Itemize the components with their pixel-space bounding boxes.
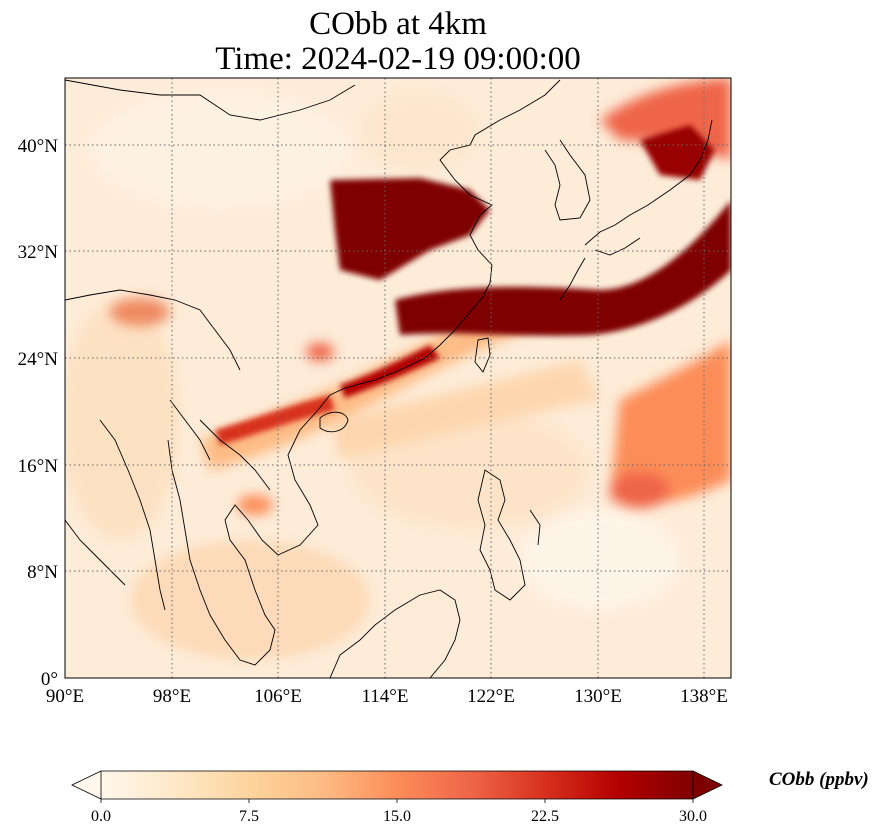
lat-tick-label: 40°N — [18, 136, 59, 157]
map-frame — [64, 77, 732, 679]
colorbar-label: CObb (ppbv) — [769, 769, 869, 790]
lat-tick-label: 24°N — [18, 349, 59, 370]
lon-tick-label: 90°E — [46, 686, 84, 707]
concentration-field — [65, 78, 731, 678]
colorbar-tick-label: 15.0 — [383, 808, 411, 825]
coastlines — [65, 79, 713, 678]
colorbar-tick-label: 22.5 — [531, 808, 559, 825]
longitude-tick-labels: 90°E 98°E 106°E 114°E 122°E 130°E 138°E — [46, 686, 728, 707]
colorbar: 0.0 7.5 15.0 22.5 30.0 — [71, 770, 723, 825]
lat-tick-label: 32°N — [18, 242, 59, 263]
lon-tick-label: 98°E — [153, 686, 191, 707]
colorbar-gradient — [101, 771, 693, 799]
lon-tick-label: 130°E — [574, 686, 622, 707]
lat-tick-label: 8°N — [27, 562, 58, 583]
colorbar-min-extend — [71, 770, 102, 800]
latitude-tick-labels: 0° 8°N 16°N 24°N 32°N 40°N — [18, 136, 59, 690]
plot-title: CObb at 4km — [309, 6, 487, 42]
plot-subtitle-time: Time: 2024-02-19 09:00:00 — [215, 41, 581, 77]
gridlines — [65, 78, 731, 678]
lon-tick-label: 114°E — [362, 686, 409, 707]
colorbar-max-extend — [692, 770, 723, 800]
colorbar-tick-label: 30.0 — [679, 808, 707, 825]
colorbar-tick-label: 7.5 — [239, 808, 259, 825]
lon-tick-label: 106°E — [254, 686, 302, 707]
lat-tick-label: 16°N — [18, 456, 59, 477]
lat-tick-label: 0° — [41, 669, 58, 690]
lon-tick-label: 138°E — [680, 686, 728, 707]
colorbar-tick-label: 0.0 — [91, 808, 111, 825]
lon-tick-label: 122°E — [467, 686, 515, 707]
